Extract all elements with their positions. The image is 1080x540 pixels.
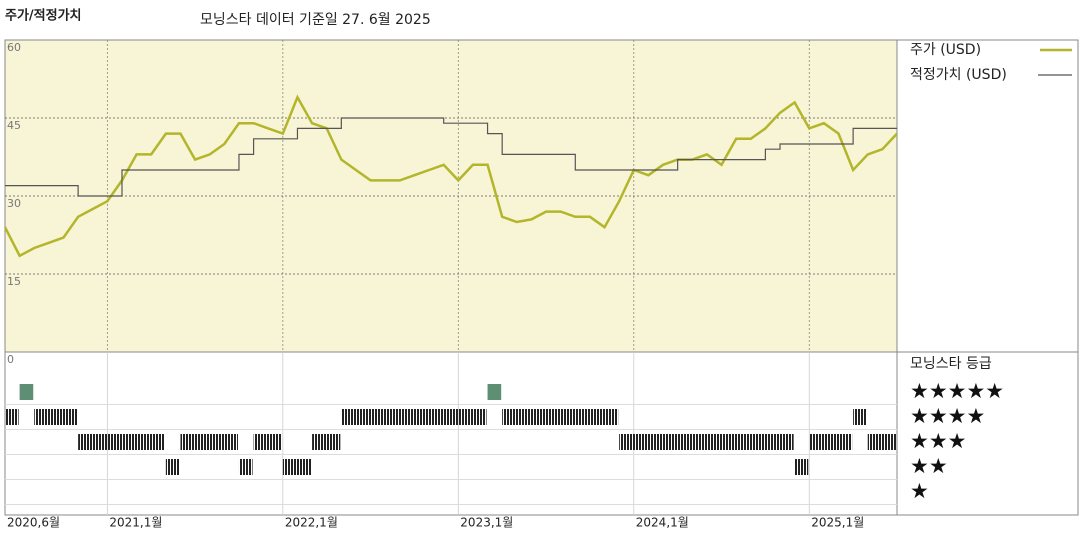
x-tick-label: 2023,1월 bbox=[460, 516, 513, 530]
rating-bar bbox=[809, 434, 853, 450]
rating-bar bbox=[853, 409, 867, 425]
x-tick-label: 2024,1월 bbox=[636, 516, 689, 530]
rating-bar bbox=[867, 434, 896, 450]
rating-label: ★★ bbox=[910, 454, 948, 478]
x-tick-label: 2022,1월 bbox=[285, 516, 338, 530]
legend-panel bbox=[896, 39, 1079, 516]
rating-bar bbox=[19, 384, 34, 400]
rating-bar bbox=[282, 459, 312, 475]
rating-bar bbox=[253, 434, 282, 450]
y-tick-label: 45 bbox=[7, 119, 21, 132]
rating-bar bbox=[34, 409, 78, 425]
y-tick-label: 60 bbox=[7, 41, 21, 54]
series-line bbox=[3, 94, 898, 258]
rating-bar bbox=[165, 459, 180, 475]
rating-label: ★ bbox=[910, 479, 929, 503]
rating-bar bbox=[238, 459, 253, 475]
x-tick-label: 2025,1월 bbox=[811, 516, 864, 530]
rating-bar bbox=[78, 434, 165, 450]
chart-subtitle: 모닝스타 데이터 기준일 27. 6월 2025 bbox=[200, 12, 431, 28]
legend-label: 주가 (USD) bbox=[910, 42, 981, 58]
rating-bar bbox=[341, 409, 487, 425]
series-line bbox=[5, 117, 897, 197]
rating-label: ★★★ bbox=[910, 429, 966, 453]
rating-bar bbox=[312, 434, 341, 450]
legend-label: 적정가치 (USD) bbox=[910, 67, 1007, 83]
rating-bar bbox=[487, 384, 502, 400]
x-tick-label: 2021,1월 bbox=[109, 516, 162, 530]
chart-title: 주가/적정가치 bbox=[5, 8, 82, 24]
y-tick-label: 15 bbox=[7, 275, 21, 288]
rating-bar bbox=[794, 459, 809, 475]
rating-title: 모닝스타 등급 bbox=[910, 356, 992, 372]
rating-bar bbox=[502, 409, 619, 425]
rating-label: ★★★★ bbox=[910, 404, 985, 428]
rating-panel bbox=[4, 351, 898, 516]
rating-bar bbox=[180, 434, 238, 450]
x-tick-label: 2020,6월 bbox=[7, 516, 60, 530]
rating-bar bbox=[5, 409, 19, 425]
y-tick-label: 0 bbox=[7, 353, 14, 366]
rating-label: ★★★★★ bbox=[910, 379, 1004, 403]
y-tick-label: 30 bbox=[7, 197, 21, 210]
rating-bar bbox=[619, 434, 794, 450]
